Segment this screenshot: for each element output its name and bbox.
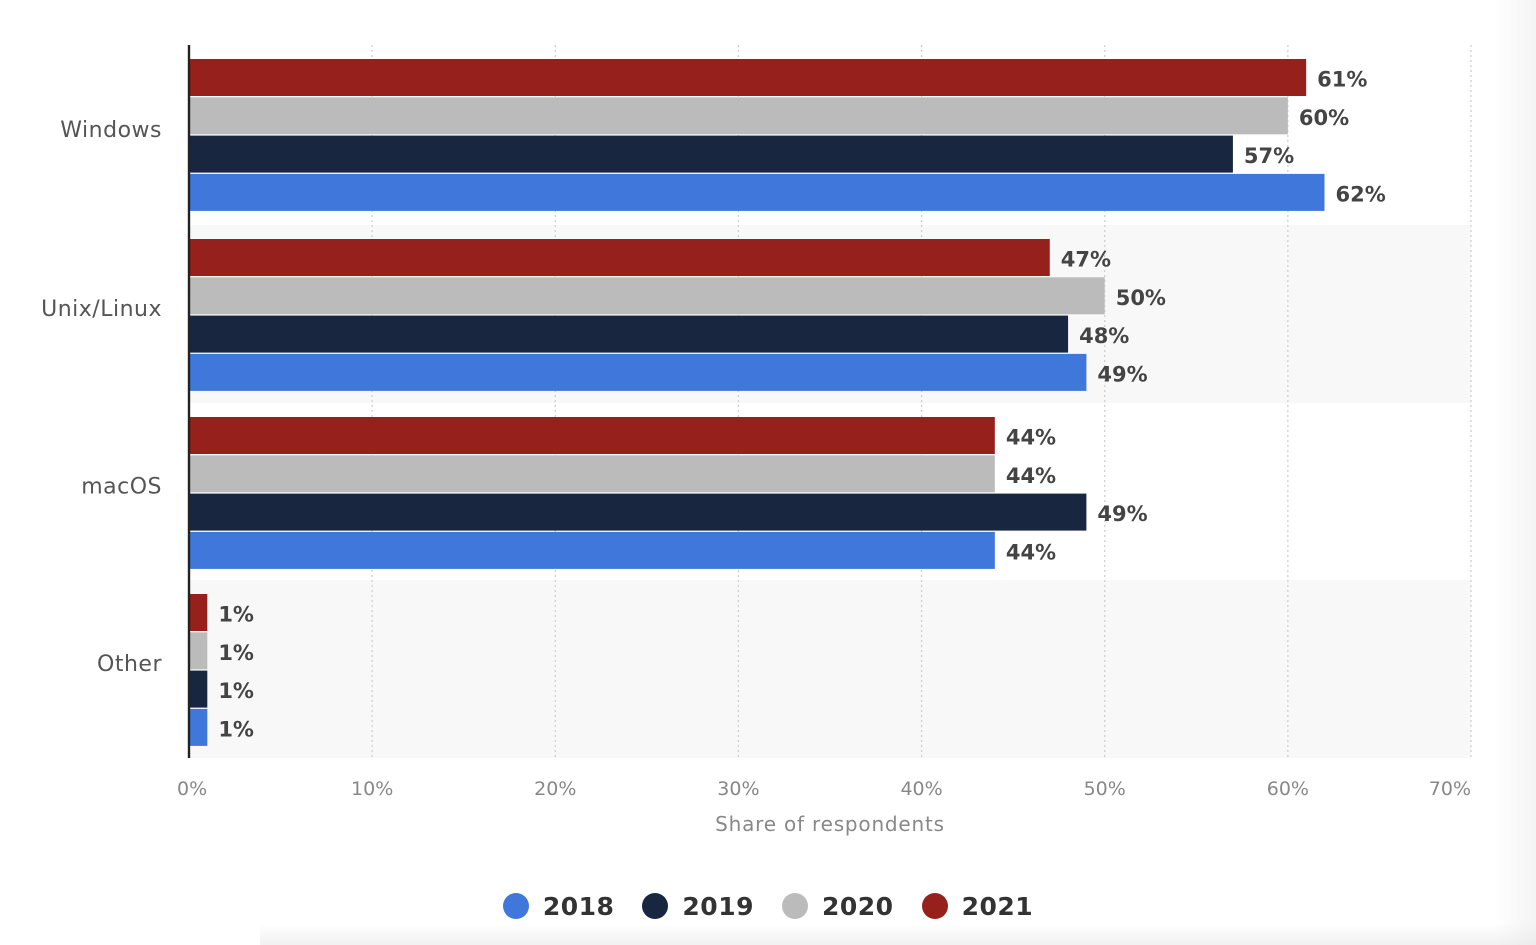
data-label-windows-2019: 57%	[1244, 144, 1294, 168]
data-label-windows-2018: 62%	[1335, 182, 1385, 206]
data-label-unix-linux-2021: 47%	[1061, 248, 1111, 272]
legend: 2018 2019 2020 2021	[0, 884, 1536, 928]
x-tick-label-0: 0%	[177, 778, 207, 800]
data-label-macos-2018: 44%	[1006, 540, 1056, 564]
bar-windows-2020	[189, 97, 1288, 135]
category-label-other: Other	[97, 652, 162, 677]
bar-unix-linux-2018	[189, 353, 1087, 391]
bar-unix-linux-2020	[189, 277, 1105, 315]
bar-macos-2018	[189, 531, 995, 569]
bar-windows-2019	[189, 135, 1233, 173]
data-label-macos-2019: 49%	[1097, 502, 1147, 526]
data-label-unix-linux-2019: 48%	[1079, 324, 1129, 348]
x-tick-label-40: 40%	[900, 778, 942, 800]
legend-swatch-2020	[782, 893, 808, 919]
bar-macos-2021	[189, 417, 995, 454]
band-other	[189, 580, 1471, 758]
bar-windows-2021	[189, 59, 1307, 96]
bar-unix-linux-2019	[189, 315, 1069, 353]
data-label-other-2019: 1%	[218, 679, 254, 703]
x-tick-label-20: 20%	[534, 778, 576, 800]
data-label-macos-2020: 44%	[1006, 464, 1056, 488]
bar-other-2018	[189, 708, 208, 746]
legend-swatch-2021	[921, 893, 948, 919]
right-edge-shadow	[1496, 0, 1536, 945]
x-tick-label-60: 60%	[1267, 778, 1309, 800]
bar-windows-2018	[189, 173, 1325, 211]
data-label-unix-linux-2020: 50%	[1116, 286, 1166, 310]
data-label-windows-2021: 61%	[1317, 68, 1367, 92]
legend-item-2019[interactable]: 2019	[642, 892, 754, 921]
x-tick-label-50: 50%	[1084, 778, 1126, 800]
data-label-unix-linux-2018: 49%	[1097, 362, 1147, 386]
bar-unix-linux-2021	[189, 239, 1050, 276]
category-label-windows: Windows	[60, 118, 162, 143]
legend-swatch-2019	[642, 893, 669, 919]
bar-macos-2020	[189, 455, 995, 493]
legend-item-2018[interactable]: 2018	[502, 891, 615, 921]
bar-other-2021	[189, 594, 208, 631]
legend-label-2021: 2021	[961, 891, 1034, 921]
legend-label-2019: 2019	[682, 891, 754, 921]
data-label-macos-2021: 44%	[1006, 426, 1056, 450]
chart-svg: 61%60%57%62%47%50%48%49%44%44%49%44%1%1%…	[41, 45, 1472, 836]
bar-other-2020	[189, 632, 208, 670]
bar-macos-2019	[189, 493, 1087, 531]
x-tick-label-10: 10%	[351, 778, 393, 800]
legend-label-2018: 2018	[542, 891, 615, 921]
data-label-other-2020: 1%	[218, 641, 254, 665]
bottom-edge-shadow	[260, 923, 1536, 945]
legend-item-2020[interactable]: 2020	[782, 892, 894, 921]
x-tick-label-70: 70%	[1429, 778, 1471, 800]
data-label-windows-2020: 60%	[1299, 106, 1349, 130]
x-tick-label-30: 30%	[717, 778, 759, 800]
legend-swatch-2018	[502, 893, 529, 919]
data-label-other-2021: 1%	[218, 603, 254, 627]
x-axis-title: Share of respondents	[715, 812, 945, 836]
data-label-other-2018: 1%	[218, 717, 254, 741]
category-label-unix-linux: Unix/Linux	[41, 297, 162, 322]
category-label-macos: macOS	[81, 475, 162, 500]
legend-item-2021[interactable]: 2021	[921, 891, 1034, 921]
legend-label-2020: 2020	[822, 891, 894, 921]
bar-other-2019	[189, 670, 208, 708]
